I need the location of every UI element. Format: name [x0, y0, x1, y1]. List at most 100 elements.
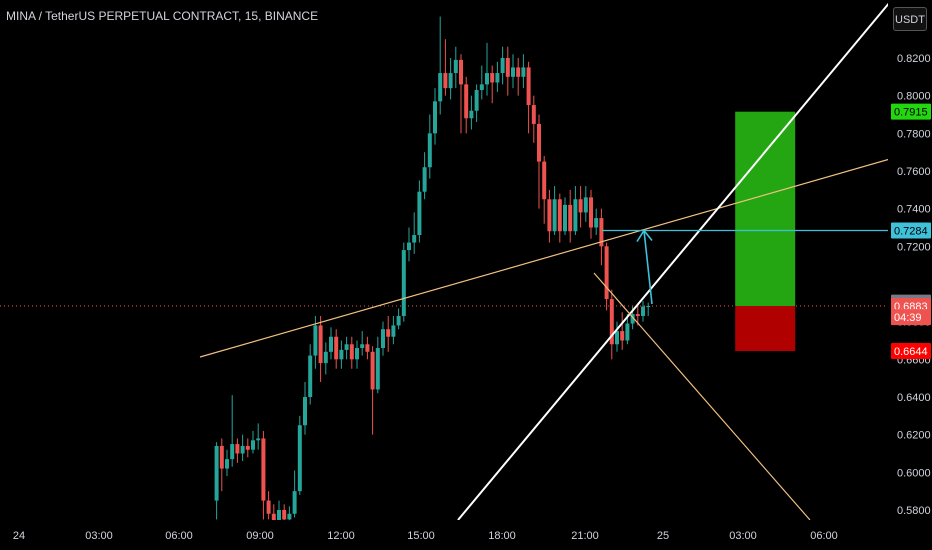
- projection-arrow[interactable]: [643, 230, 653, 305]
- candle: [516, 58, 521, 96]
- candle: [448, 58, 453, 100]
- candle: [459, 54, 463, 134]
- y-tick-label: 0.8000: [897, 91, 931, 103]
- candle-body: [349, 344, 354, 360]
- arrow-head: [636, 229, 653, 242]
- candle-body: [453, 59, 458, 74]
- candle-body: [251, 440, 255, 450]
- candle: [479, 65, 484, 100]
- support-line[interactable]: [457, 1, 891, 521]
- price-axis[interactable]: [888, 0, 932, 550]
- candle: [214, 442, 219, 520]
- x-tick-label: 06:00: [165, 530, 193, 542]
- candle-body: [557, 199, 562, 232]
- candle: [589, 189, 593, 239]
- x-tick-label: 06:00: [810, 530, 838, 542]
- candle: [349, 336, 354, 369]
- candle: [318, 316, 323, 382]
- candle: [646, 302, 651, 317]
- candle-body: [401, 250, 406, 317]
- candle-body: [620, 331, 625, 341]
- candle: [635, 304, 640, 326]
- currency-button[interactable]: USDT: [893, 7, 927, 31]
- candle-body: [308, 355, 313, 397]
- candle: [427, 114, 432, 179]
- candle: [230, 395, 235, 467]
- candle: [261, 430, 266, 520]
- candle: [407, 227, 411, 262]
- candle-body: [277, 510, 281, 526]
- time-axis[interactable]: [0, 520, 888, 550]
- candle: [537, 114, 541, 209]
- x-tick-label: 09:00: [246, 530, 274, 542]
- candle-body: [323, 351, 328, 364]
- candle: [386, 316, 391, 352]
- x-tick-label: 03:00: [729, 530, 757, 542]
- candle-body: [422, 167, 427, 192]
- candle-body: [214, 445, 219, 501]
- candle: [511, 54, 515, 89]
- candle: [453, 46, 458, 89]
- candle-body: [297, 425, 302, 492]
- candle-body: [318, 325, 323, 364]
- candle-body: [583, 197, 588, 213]
- candle: [526, 61, 531, 134]
- breakdown-line[interactable]: [593, 272, 811, 521]
- x-tick-label: 21:00: [571, 530, 599, 542]
- x-tick-label: 18:00: [488, 530, 516, 542]
- candle-body: [438, 73, 443, 102]
- candle-body: [646, 306, 651, 308]
- candle-body: [459, 59, 463, 85]
- candle: [303, 381, 307, 435]
- candle: [604, 242, 609, 311]
- candle-body: [219, 445, 224, 469]
- candle: [552, 186, 557, 236]
- candle-body: [396, 316, 401, 326]
- candle: [521, 54, 526, 89]
- candle-body: [225, 459, 229, 469]
- candle-body: [303, 397, 307, 426]
- candle-body: [261, 438, 266, 501]
- y-tick-label: 0.7600: [897, 166, 931, 178]
- candle: [464, 76, 469, 134]
- candle: [433, 88, 437, 145]
- candle: [334, 329, 339, 369]
- candle: [245, 438, 250, 458]
- candle-body: [479, 84, 484, 91]
- price-label-text: 0.6644: [894, 346, 928, 358]
- candle-body: [230, 444, 235, 460]
- candle: [620, 312, 625, 350]
- candle: [240, 434, 245, 462]
- candle: [438, 16, 443, 115]
- chart-title: MINA / TetherUS PERPETUAL CONTRACT, 15, …: [6, 9, 319, 23]
- candle: [329, 327, 333, 360]
- candle: [297, 415, 302, 495]
- candle: [500, 46, 505, 85]
- candle: [557, 193, 562, 243]
- candle-body: [630, 314, 635, 324]
- candle-body: [500, 58, 505, 74]
- candle-body: [589, 197, 593, 228]
- rising-trendline[interactable]: [199, 158, 891, 358]
- candle: [542, 155, 547, 224]
- candle-body: [594, 218, 599, 228]
- candle: [292, 470, 297, 518]
- profit-zone[interactable]: [735, 111, 796, 307]
- candle: [339, 340, 344, 369]
- candle-body: [375, 348, 380, 390]
- candle-body: [386, 329, 391, 337]
- candle-body: [287, 513, 292, 520]
- candle: [375, 336, 380, 394]
- x-tick-label: 24: [13, 530, 25, 542]
- candle: [625, 314, 630, 345]
- candle: [344, 336, 349, 360]
- candle-body: [609, 299, 614, 345]
- candle: [594, 208, 599, 236]
- candle: [323, 342, 328, 375]
- loss-zone[interactable]: [735, 306, 796, 352]
- candle-body: [547, 199, 552, 232]
- candle: [485, 42, 489, 96]
- candle: [609, 289, 614, 360]
- candle-body: [511, 67, 515, 77]
